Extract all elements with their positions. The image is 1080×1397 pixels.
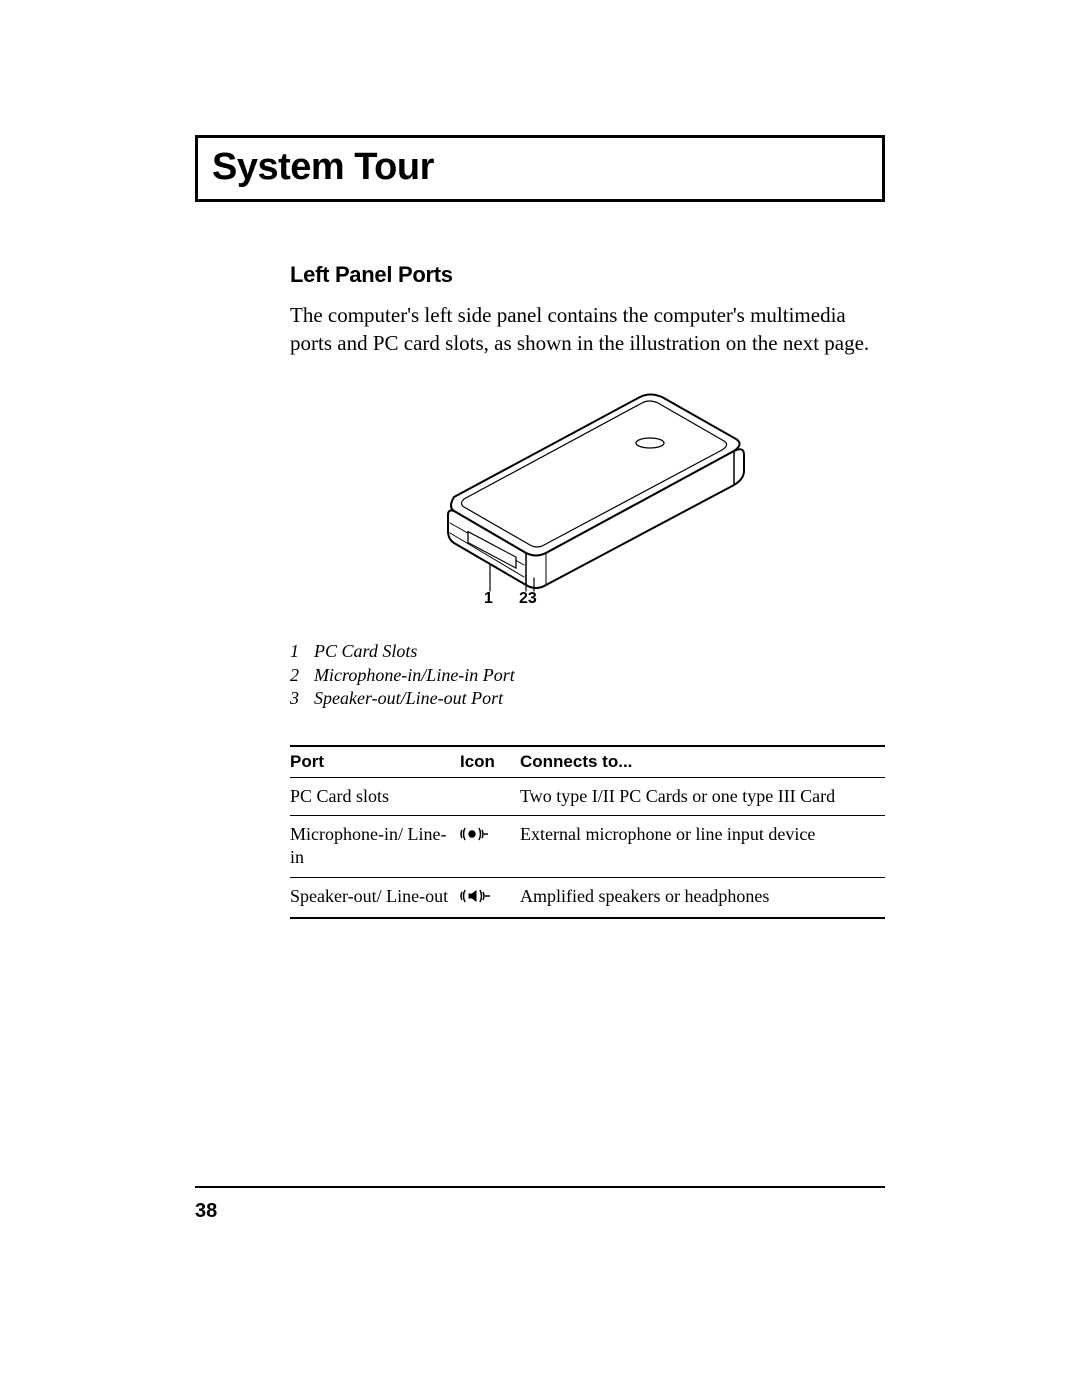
chapter-title-box: System Tour	[195, 135, 885, 202]
figure-label-23: 23	[519, 590, 537, 605]
legend-num: 3	[290, 687, 314, 710]
ports-table: Port Icon Connects to... PC Card slots T…	[290, 745, 885, 920]
figure-label-1: 1	[484, 590, 493, 605]
table-header-icon: Icon	[460, 746, 520, 778]
laptop-figure: 1 23	[290, 385, 885, 610]
table-row: PC Card slots Two type I/II PC Cards or …	[290, 777, 885, 815]
table-header-port: Port	[290, 746, 460, 778]
footer-rule	[195, 1186, 885, 1188]
connects-cell: Amplified speakers or headphones	[520, 877, 885, 918]
chapter-title: System Tour	[212, 146, 868, 189]
figure-legend: 1 PC Card Slots 2 Microphone-in/Line-in …	[290, 640, 885, 710]
legend-num: 1	[290, 640, 314, 663]
section-heading: Left Panel Ports	[290, 262, 885, 288]
section-body: Left Panel Ports The computer's left sid…	[290, 262, 885, 919]
intro-paragraph: The computer's left side panel contains …	[290, 302, 885, 357]
legend-item: 3 Speaker-out/Line-out Port	[290, 687, 885, 710]
legend-num: 2	[290, 664, 314, 687]
legend-item: 2 Microphone-in/Line-in Port	[290, 664, 885, 687]
legend-text: Speaker-out/Line-out Port	[314, 687, 503, 710]
icon-cell	[460, 777, 520, 815]
speaker-icon	[460, 888, 490, 904]
microphone-icon	[460, 826, 488, 842]
table-row: Microphone-in/ Line-in	[290, 816, 885, 878]
port-cell: Speaker-out/ Line-out	[290, 877, 460, 918]
connects-cell: Two type I/II PC Cards or one type III C…	[520, 777, 885, 815]
laptop-illustration: 1 23	[418, 385, 758, 605]
icon-cell	[460, 816, 520, 878]
table-row: Speaker-out/ Line-out	[290, 877, 885, 918]
table-header-connects: Connects to...	[520, 746, 885, 778]
port-cell: Microphone-in/ Line-in	[290, 816, 460, 878]
icon-cell	[460, 877, 520, 918]
connects-cell: External microphone or line input device	[520, 816, 885, 878]
legend-item: 1 PC Card Slots	[290, 640, 885, 663]
legend-text: Microphone-in/Line-in Port	[314, 664, 515, 687]
legend-text: PC Card Slots	[314, 640, 417, 663]
port-cell: PC Card slots	[290, 777, 460, 815]
page-number: 38	[195, 1200, 217, 1223]
